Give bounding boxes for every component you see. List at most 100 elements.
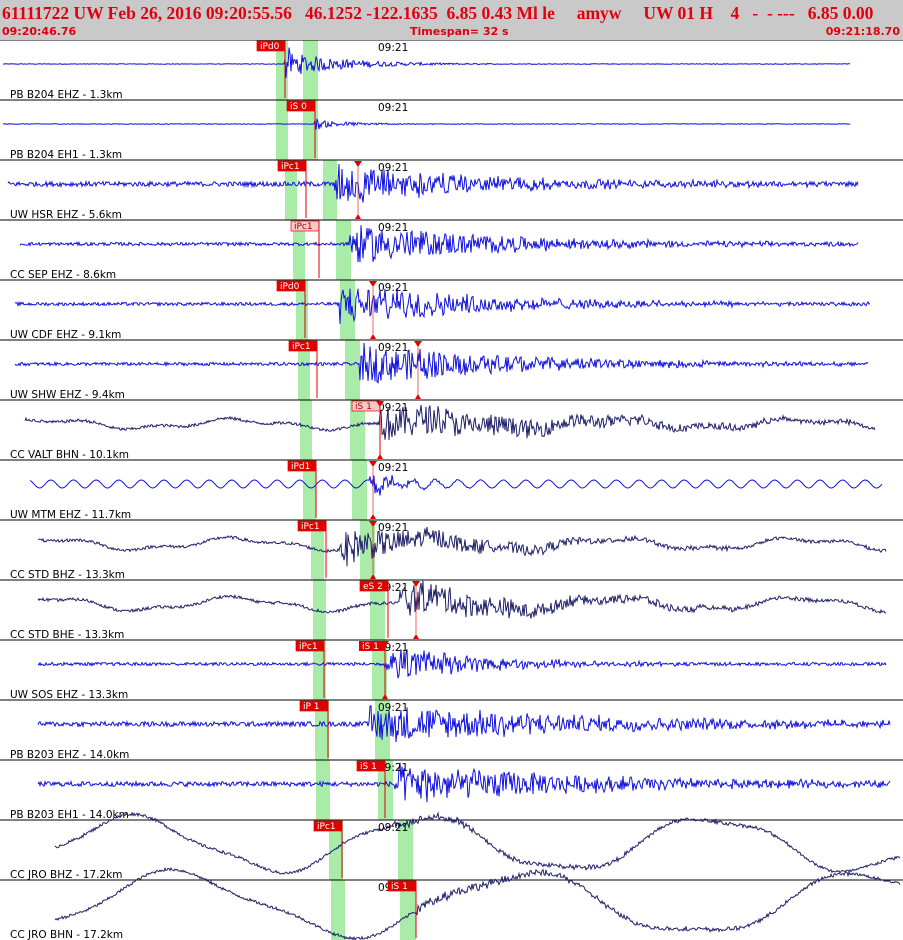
- channel-label: PB B203 EH1 - 14.0km: [10, 809, 129, 821]
- phase-window: [313, 640, 326, 700]
- channel-label: CC VALT BHN - 10.1km: [10, 449, 129, 461]
- channel-label: PB B204 EH1 - 1.3km: [10, 149, 122, 161]
- phase-window: [300, 400, 312, 460]
- phase-window: [285, 160, 297, 220]
- waveform-trace: [29, 474, 883, 496]
- phase-window: [316, 760, 330, 820]
- phase-window: [276, 100, 288, 160]
- phase-window: [331, 880, 345, 940]
- waveform-trace: [37, 526, 887, 567]
- channel-label: UW MTM EHZ - 11.7km: [10, 509, 131, 521]
- event-header: 61111722 UW Feb 26, 2016 09:20:55.56 46.…: [0, 0, 903, 40]
- phase-window: [336, 220, 351, 280]
- arrival-marker-bottom: [370, 574, 376, 579]
- waveform-trace: [2, 47, 851, 78]
- phase-pick-label: iP 1: [303, 702, 320, 712]
- arrival-marker-bottom: [355, 214, 361, 219]
- time-mark-label: 09:21: [378, 522, 408, 534]
- event-summary-title: 61111722 UW Feb 26, 2016 09:20:55.56 46.…: [2, 3, 874, 23]
- channel-panel[interactable]: 09:21 PB B204 EH1 - 1.3km iS 0: [0, 99, 903, 161]
- time-mark-label: 09:21: [378, 822, 408, 834]
- arrival-marker-top: [369, 461, 377, 467]
- phase-pick-label: iPd1: [291, 462, 310, 472]
- arrival-marker-top: [369, 281, 377, 287]
- channel-panel[interactable]: 09:21 UW HSR EHZ - 5.6km iPc1: [0, 159, 903, 221]
- time-mark-label: 09:21: [378, 222, 408, 234]
- waveform-trace: [24, 404, 876, 441]
- time-mark-label: 09:21: [378, 762, 408, 774]
- waveform-trace: [37, 649, 887, 679]
- channel-panel[interactable]: 09:21 CC VALT BHN - 10.1km iS 1: [0, 399, 903, 461]
- channel-label: UW SOS EHZ - 13.3km: [10, 689, 128, 701]
- channel-panel[interactable]: 09:21 CC STD BHZ - 13.3km iPc1: [0, 519, 903, 581]
- phase-pick-label: iS 1: [362, 642, 379, 652]
- time-mark-label: 09:21: [378, 462, 408, 474]
- channel-panel[interactable]: 09:21 UW CDF EHZ - 9.1km iPd0: [0, 279, 903, 341]
- phase-pick-label: iS 1: [360, 762, 377, 772]
- arrival-marker-bottom: [413, 634, 419, 639]
- channel-panel[interactable]: 09:21 CC JRO BHZ - 17.2km iPc1: [0, 811, 903, 881]
- phase-window: [303, 40, 318, 100]
- phase-pick-label: iPc1: [292, 342, 311, 352]
- waveform-trace: [54, 811, 901, 875]
- channel-panel[interactable]: 09:21 PB B203 EHZ - 14.0km iP 1: [0, 699, 903, 761]
- channel-label: CC STD BHZ - 13.3km: [10, 569, 125, 581]
- waveform-trace: [2, 118, 851, 130]
- time-mark-label: 09:21: [378, 342, 408, 354]
- phase-window: [293, 220, 305, 280]
- phase-window: [372, 640, 387, 700]
- channel-panel[interactable]: 09:21 UW SHW EHZ - 9.4km iPc1: [0, 339, 903, 401]
- phase-window: [400, 880, 416, 940]
- channel-label: PB B204 EHZ - 1.3km: [10, 89, 123, 101]
- arrival-marker-top: [376, 401, 384, 407]
- phase-window: [315, 700, 329, 760]
- timespan-label: Timespan= 32 s: [410, 25, 509, 38]
- time-mark-label: 09:21: [378, 282, 408, 294]
- phase-pick-label: iPc1: [301, 522, 320, 532]
- time-mark-label: 09:21: [378, 402, 408, 414]
- channel-label: PB B203 EHZ - 14.0km: [10, 749, 129, 761]
- channel-label: UW HSR EHZ - 5.6km: [10, 209, 122, 221]
- phase-window: [398, 820, 413, 880]
- channel-label: CC SEP EHZ - 8.6km: [10, 269, 116, 281]
- channel-label: CC JRO BHN - 17.2km: [10, 929, 123, 940]
- phase-pick-label: iPc1: [294, 222, 313, 232]
- arrival-marker-bottom: [370, 334, 376, 339]
- phase-pick-label: iS 1: [391, 882, 408, 892]
- waveform-trace: [37, 705, 891, 743]
- waveform-trace: [37, 762, 891, 803]
- arrival-marker-bottom: [377, 454, 383, 459]
- channel-panel[interactable]: 09:21 PB B204 EHZ - 1.3km iPd0: [0, 40, 903, 101]
- phase-window: [360, 520, 375, 580]
- channel-panel[interactable]: 09:21 CC SEP EHZ - 8.6km iPc1: [0, 219, 903, 281]
- arrival-marker-bottom: [370, 514, 376, 519]
- channel-label: CC STD BHE - 13.3km: [10, 629, 124, 641]
- time-mark-label: 09:21: [378, 702, 408, 714]
- phase-window: [303, 460, 316, 520]
- time-mark-label: 09:21: [378, 162, 408, 174]
- phase-pick-label: iPc1: [299, 642, 318, 652]
- arrival-marker-bottom: [382, 694, 388, 699]
- seismogram-panel[interactable]: 09:21 PB B204 EHZ - 1.3km iPd0 09:21 PB B204…: [0, 40, 903, 940]
- arrival-marker-top: [369, 521, 377, 527]
- waveform-trace: [14, 342, 869, 384]
- phase-window: [352, 460, 367, 520]
- phase-window: [323, 160, 337, 220]
- phase-pick-label: eS 2: [363, 582, 383, 592]
- phase-window: [370, 580, 385, 640]
- phase-window: [345, 340, 360, 400]
- phase-pick-flag: [359, 641, 385, 651]
- arrival-marker-top: [412, 581, 420, 587]
- phase-window: [298, 340, 310, 400]
- time-mark-label: 09:21: [378, 42, 408, 54]
- channel-panel[interactable]: 09:21 UW MTM EHZ - 11.7km iPd1: [0, 459, 903, 521]
- waveform-trace: [19, 225, 859, 263]
- channel-panel[interactable]: 09:21 PB B203 EH1 - 14.0km iS 1: [0, 759, 903, 821]
- channel-label: UW CDF EHZ - 9.1km: [10, 329, 121, 341]
- phase-pick-label: iPc1: [281, 162, 300, 172]
- arrival-marker-top: [381, 641, 389, 647]
- start-time: 09:20:46.76: [2, 25, 77, 38]
